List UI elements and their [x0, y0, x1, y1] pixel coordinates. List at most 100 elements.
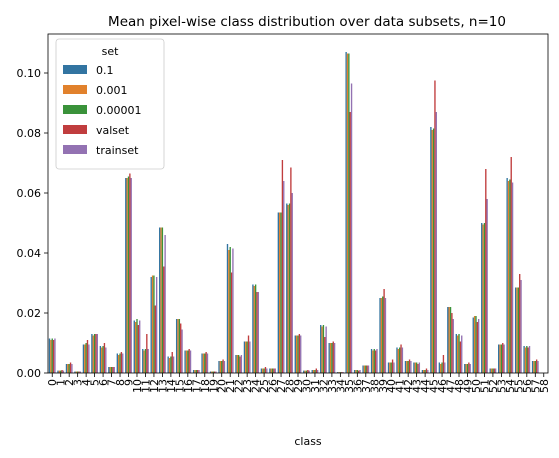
bar [176, 319, 177, 373]
bar [112, 367, 113, 373]
bar [151, 277, 152, 373]
bar [441, 363, 442, 374]
bar [94, 334, 95, 373]
bar [218, 361, 219, 373]
bar [167, 357, 168, 374]
bar [409, 360, 410, 374]
bar [111, 367, 112, 373]
bar [266, 369, 267, 374]
bar [93, 336, 94, 374]
bar [100, 346, 101, 373]
bar [486, 199, 487, 373]
bar [525, 348, 526, 374]
bar [362, 366, 363, 374]
bar [502, 343, 503, 373]
bar [163, 267, 164, 374]
bar [180, 324, 181, 374]
bar [129, 174, 130, 374]
legend-label: 0.1 [96, 64, 114, 77]
bar [323, 325, 324, 373]
bar [282, 160, 283, 373]
bar [443, 355, 444, 373]
bar [357, 370, 358, 373]
bar [424, 370, 425, 373]
y-tick-label: 0.00 [17, 367, 42, 380]
bar [295, 336, 296, 374]
bar [413, 363, 414, 374]
bar [189, 349, 190, 373]
bar [354, 370, 355, 373]
bar [227, 244, 228, 373]
bar [406, 361, 407, 373]
bar [382, 297, 383, 374]
bar [201, 354, 202, 374]
bar [54, 339, 55, 374]
bar [456, 334, 457, 373]
bar [474, 316, 475, 373]
bar [535, 361, 536, 373]
bar [398, 349, 399, 373]
bar [433, 129, 434, 374]
bar [478, 319, 479, 373]
bar [482, 225, 483, 374]
bar [368, 366, 369, 374]
bar [184, 351, 185, 374]
bar [495, 369, 496, 374]
bar [427, 370, 428, 373]
bar [52, 339, 53, 374]
bar [516, 288, 517, 374]
bar [143, 351, 144, 374]
bar [128, 177, 129, 374]
y-tick-label: 0.02 [17, 307, 42, 320]
y-tick-label: 0.10 [17, 67, 42, 80]
bar [376, 349, 377, 373]
bar [70, 363, 71, 374]
bar [405, 361, 406, 373]
bar [159, 228, 160, 374]
bar [520, 280, 521, 373]
bar [461, 336, 462, 374]
bar [512, 183, 513, 374]
bar [153, 276, 154, 374]
bar [430, 127, 431, 373]
bar [269, 369, 270, 374]
bar [244, 342, 245, 374]
bar [181, 330, 182, 374]
bar [290, 168, 291, 374]
bar [85, 343, 86, 373]
legend-label: valset [96, 124, 130, 137]
bar [190, 351, 191, 374]
bar [146, 334, 147, 373]
bar [186, 351, 187, 374]
bar [179, 319, 180, 373]
bar [198, 370, 199, 373]
bar [61, 370, 62, 373]
bar [114, 367, 115, 373]
x-axis: 0123456789101112131415161718192021222324… [46, 373, 551, 393]
y-tick-label: 0.04 [17, 247, 42, 260]
bar [262, 369, 263, 374]
bar [162, 228, 163, 374]
bar [221, 361, 222, 373]
bar [475, 316, 476, 373]
bar [232, 249, 233, 374]
bar [407, 361, 408, 373]
legend-swatch [63, 85, 87, 94]
bar [324, 337, 325, 373]
bar [423, 370, 424, 373]
bar [84, 345, 85, 374]
bar [248, 336, 249, 374]
bar [66, 364, 67, 373]
bar [388, 363, 389, 374]
bar [314, 370, 315, 373]
bar [439, 363, 440, 374]
bar [389, 363, 390, 374]
bar [203, 354, 204, 374]
bar [515, 288, 516, 374]
x-tick-label: 58 [538, 379, 551, 393]
bar [468, 363, 469, 374]
bar [187, 351, 188, 374]
bar [490, 369, 491, 374]
bar [347, 54, 348, 374]
bar [453, 319, 454, 373]
